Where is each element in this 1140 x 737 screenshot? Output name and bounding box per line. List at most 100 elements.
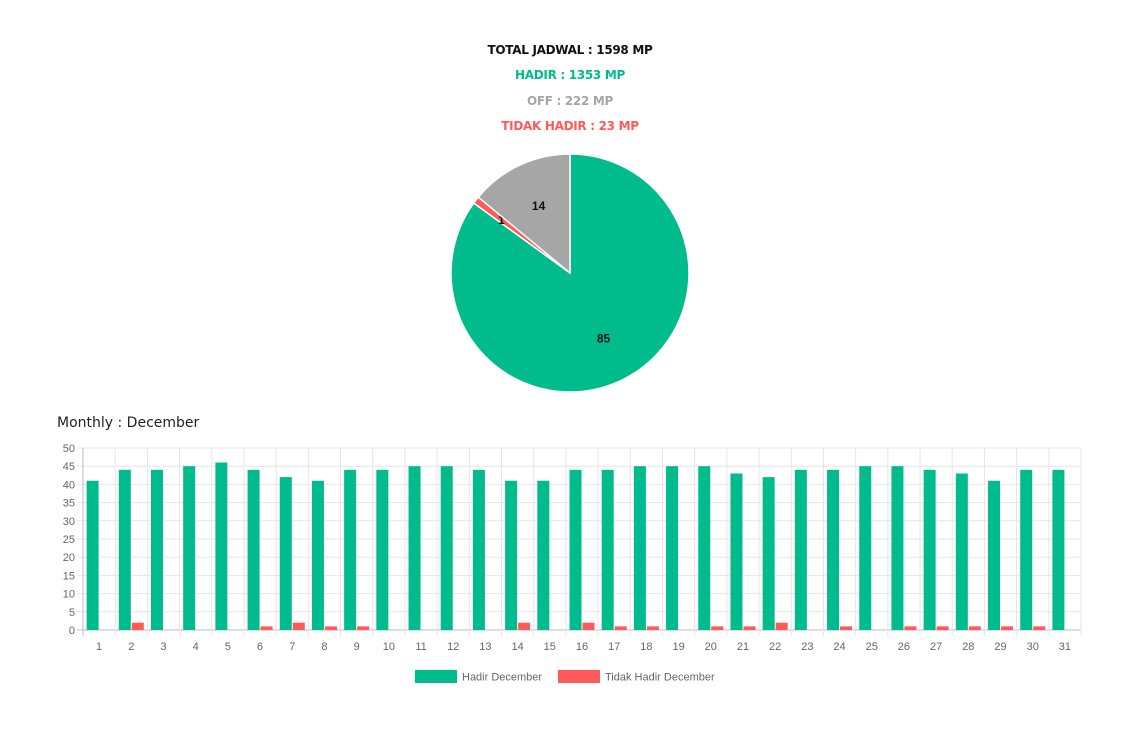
x-tick-label: 21 [737, 641, 749, 653]
legend-label-hadir[interactable]: Hadir December [462, 672, 542, 684]
x-tick-label: 28 [962, 641, 974, 653]
bar-hadir-day-29[interactable] [988, 480, 1001, 630]
bar-hadir-day-21[interactable] [730, 473, 743, 630]
bar-hadir-day-8[interactable] [311, 480, 324, 630]
bar-tidak-hadir-day-29[interactable] [1001, 626, 1014, 630]
bar-tidak-hadir-day-9[interactable] [357, 626, 370, 630]
bar-tidak-hadir-day-26[interactable] [904, 626, 917, 630]
bar-hadir-day-25[interactable] [859, 466, 872, 630]
x-tick-label: 7 [289, 641, 295, 653]
bar-tidak-hadir-day-14[interactable] [518, 622, 531, 630]
x-tick-label: 30 [1027, 641, 1039, 653]
x-tick-label: 31 [1059, 641, 1071, 653]
bar-hadir-day-16[interactable] [569, 469, 582, 630]
y-tick-label: 35 [63, 498, 75, 510]
bar-tidak-hadir-day-24[interactable] [840, 626, 853, 630]
bar-tidak-hadir-day-30[interactable] [1033, 626, 1046, 630]
bar-tidak-hadir-day-22[interactable] [775, 622, 788, 630]
bar-hadir-day-4[interactable] [183, 466, 196, 630]
x-tick-label: 5 [225, 641, 231, 653]
bar-tidak-hadir-day-6[interactable] [260, 626, 273, 630]
bar-tidak-hadir-day-27[interactable] [936, 626, 949, 630]
bar-hadir-day-14[interactable] [505, 480, 518, 630]
legend-swatch-hadir[interactable] [415, 670, 457, 683]
x-tick-label: 6 [257, 641, 263, 653]
y-tick-label: 0 [69, 625, 75, 637]
x-tick-label: 12 [447, 641, 459, 653]
off-total-label: OFF : 222 MP [526, 94, 614, 108]
bar-tidak-hadir-day-17[interactable] [614, 626, 627, 630]
x-tick-label: 13 [479, 641, 491, 653]
bar-hadir-day-24[interactable] [827, 469, 840, 630]
x-tick-label: 23 [801, 641, 813, 653]
bar-hadir-day-27[interactable] [923, 469, 936, 630]
bar-hadir-day-31[interactable] [1052, 469, 1065, 630]
x-tick-label: 9 [354, 641, 360, 653]
x-tick-label: 26 [898, 641, 910, 653]
bar-hadir-day-28[interactable] [955, 473, 968, 630]
hadir-total-label: HADIR : 1353 MP [515, 68, 625, 82]
x-tick-label: 27 [930, 641, 942, 653]
x-tick-label: 19 [672, 641, 684, 653]
legend-label-tidak-hadir[interactable]: Tidak Hadir December [605, 672, 715, 684]
pie-label-1: 1 [498, 213, 505, 227]
bar-hadir-day-20[interactable] [698, 466, 711, 630]
bar-hadir-day-17[interactable] [601, 469, 614, 630]
bar-hadir-day-23[interactable] [794, 469, 807, 630]
bar-hadir-day-9[interactable] [344, 469, 357, 630]
bar-hadir-day-6[interactable] [247, 469, 260, 630]
bar-hadir-day-5[interactable] [215, 462, 228, 630]
x-tick-label: 18 [640, 641, 652, 653]
bar-hadir-day-22[interactable] [762, 477, 775, 630]
y-tick-label: 5 [69, 607, 75, 619]
bar-hadir-day-7[interactable] [279, 477, 292, 630]
y-tick-label: 40 [63, 479, 75, 491]
y-tick-label: 10 [63, 589, 75, 601]
x-tick-label: 4 [193, 641, 199, 653]
legend-swatch-tidak-hadir[interactable] [558, 670, 600, 683]
bar-hadir-day-2[interactable] [118, 469, 131, 630]
tidak-hadir-total-label: TIDAK HADIR : 23 MP [501, 119, 639, 133]
bar-hadir-day-11[interactable] [408, 466, 421, 630]
x-tick-label: 25 [866, 641, 878, 653]
x-tick-label: 10 [383, 641, 395, 653]
x-tick-label: 17 [608, 641, 620, 653]
bar-hadir-day-30[interactable] [1020, 469, 1033, 630]
monthly-chart-title: Monthly : December [57, 415, 200, 431]
bar-hadir-day-19[interactable] [666, 466, 679, 630]
x-tick-label: 11 [415, 641, 426, 653]
attendance-pie-chart: 85 1 14 [450, 153, 690, 393]
bar-tidak-hadir-day-28[interactable] [968, 626, 981, 630]
bar-tidak-hadir-day-21[interactable] [743, 626, 756, 630]
x-tick-label: 29 [994, 641, 1006, 653]
x-tick-label: 8 [321, 641, 327, 653]
bar-hadir-day-13[interactable] [472, 469, 485, 630]
bar-tidak-hadir-day-8[interactable] [324, 626, 337, 630]
bar-tidak-hadir-day-20[interactable] [711, 626, 724, 630]
x-tick-label: 22 [769, 641, 781, 653]
pie-slice-14[interactable] [477, 153, 571, 275]
bar-hadir-day-18[interactable] [633, 466, 646, 630]
bar-hadir-day-15[interactable] [537, 480, 550, 630]
bar-hadir-day-10[interactable] [376, 469, 389, 630]
x-tick-label: 3 [160, 641, 166, 653]
x-tick-label: 24 [833, 641, 845, 653]
y-tick-label: 50 [63, 443, 75, 455]
bar-tidak-hadir-day-7[interactable] [292, 622, 305, 630]
pie-label-85: 85 [597, 332, 611, 346]
x-tick-label: 20 [705, 641, 717, 653]
bar-hadir-day-3[interactable] [150, 469, 163, 630]
bar-tidak-hadir-day-16[interactable] [582, 622, 595, 630]
total-jadwal-label: TOTAL JADWAL : 1598 MP [487, 43, 653, 57]
x-tick-label: 15 [544, 641, 556, 653]
bar-hadir-day-26[interactable] [891, 466, 904, 630]
x-tick-label: 16 [576, 641, 588, 653]
x-tick-label: 1 [96, 641, 102, 653]
bar-hadir-day-1[interactable] [86, 480, 99, 630]
bar-hadir-day-12[interactable] [440, 466, 453, 630]
bar-tidak-hadir-day-18[interactable] [646, 626, 659, 630]
bar-tidak-hadir-day-2[interactable] [131, 622, 144, 630]
y-tick-label: 30 [63, 516, 75, 528]
y-tick-label: 15 [63, 570, 75, 582]
